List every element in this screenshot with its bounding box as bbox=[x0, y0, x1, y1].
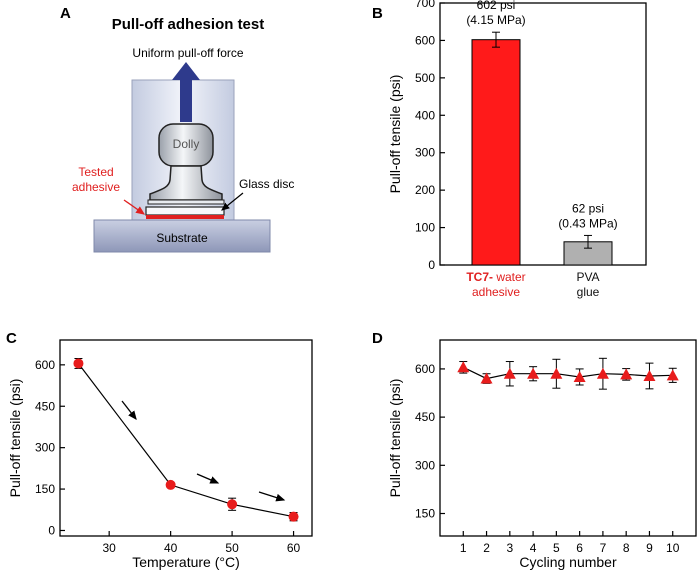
panel-letter-d: D bbox=[372, 330, 383, 347]
series-line bbox=[463, 366, 673, 380]
glass-disc bbox=[145, 206, 225, 216]
x-tick-label: 50 bbox=[225, 541, 239, 555]
x-axis-title: Temperature (°C) bbox=[132, 554, 240, 570]
glass-disc-pointer bbox=[221, 192, 244, 211]
y-tick-label: 600 bbox=[415, 362, 435, 376]
plot-frame bbox=[59, 339, 313, 537]
substrate-label: Substrate bbox=[156, 231, 208, 245]
x-axis-title: Cycling number bbox=[519, 554, 617, 570]
y-tick-label: 150 bbox=[35, 482, 55, 496]
y-axis-title: Pull-off tensile (psi) bbox=[387, 379, 403, 498]
data-point bbox=[457, 361, 470, 373]
substrate-block bbox=[93, 219, 271, 253]
glass-disc-label: Glass disc bbox=[239, 177, 294, 191]
category-label: adhesive bbox=[472, 285, 520, 299]
adhesive-label-line2: adhesive bbox=[72, 180, 120, 194]
y-tick-label: 0 bbox=[48, 523, 55, 537]
y-tick-label: 600 bbox=[35, 358, 55, 372]
data-point bbox=[573, 370, 586, 382]
chart-b: 0 100 200 300 400 500 600 700 Pull-off tensile (… bbox=[387, 0, 647, 299]
data-point bbox=[596, 367, 609, 379]
y-axis-title: Pull-off tensile (psi) bbox=[387, 75, 403, 194]
data-label: 62 psi bbox=[572, 201, 604, 215]
trend-arrow-icon bbox=[258, 491, 286, 502]
y-tick-label: 700 bbox=[415, 0, 435, 10]
y-tick-label: 200 bbox=[415, 183, 435, 197]
trend-arrow-icon bbox=[196, 473, 220, 484]
plot-frame bbox=[439, 339, 697, 537]
plot-frame bbox=[439, 2, 647, 266]
data-point bbox=[73, 358, 84, 369]
force-label: Uniform pull-off force bbox=[132, 46, 243, 60]
adhesive-pointer bbox=[123, 199, 146, 215]
y-tick-label: 300 bbox=[415, 458, 435, 472]
category-label-part: water bbox=[495, 270, 525, 284]
x-tick-label: 60 bbox=[287, 541, 301, 555]
data-label: (0.43 MPa) bbox=[558, 216, 617, 230]
data-point bbox=[227, 499, 238, 510]
panel-letter-b: B bbox=[372, 5, 383, 22]
x-tick-label: 5 bbox=[553, 541, 560, 555]
data-point bbox=[666, 369, 679, 381]
data-point bbox=[480, 372, 493, 384]
category-label: glue bbox=[577, 285, 600, 299]
y-tick-label: 600 bbox=[415, 33, 435, 47]
x-tick-label: 40 bbox=[164, 541, 178, 555]
x-tick-label: 6 bbox=[576, 541, 583, 555]
pull-off-test-diagram: Pull-off adhesion test Uniform pull-off … bbox=[72, 16, 294, 253]
x-tick-label: 9 bbox=[646, 541, 653, 555]
category-label: PVA bbox=[576, 270, 599, 284]
data-point bbox=[527, 367, 540, 379]
trend-arrow-icon bbox=[121, 400, 137, 421]
x-tick-label: 30 bbox=[102, 541, 116, 555]
y-tick-label: 400 bbox=[415, 108, 435, 122]
x-tick-label: 1 bbox=[460, 541, 467, 555]
panel-letter-c: C bbox=[6, 330, 17, 347]
y-tick-label: 150 bbox=[415, 507, 435, 521]
y-tick-label: 0 bbox=[428, 258, 435, 272]
adhesive-label-line1: Tested bbox=[78, 165, 113, 179]
panel-letter-a: A bbox=[60, 5, 71, 22]
data-label: (4.15 MPa) bbox=[466, 13, 525, 27]
y-axis-title: Pull-off tensile (psi) bbox=[7, 379, 23, 498]
x-tick-label: 10 bbox=[666, 541, 680, 555]
data-point bbox=[288, 511, 299, 522]
data-label: 602 psi bbox=[477, 0, 516, 12]
dolly-icon bbox=[147, 123, 225, 205]
y-tick-label: 500 bbox=[415, 71, 435, 85]
data-point bbox=[165, 479, 176, 490]
chart-c: 0 150 300 450 600 Pull-off tensile (psi) 30 40 5… bbox=[7, 339, 313, 570]
y-tick-label: 450 bbox=[415, 410, 435, 424]
series-line bbox=[77, 363, 294, 518]
y-tick-label: 450 bbox=[35, 399, 55, 413]
data-point bbox=[550, 367, 563, 379]
pull-force-arrow-icon bbox=[172, 62, 200, 122]
y-tick-label: 300 bbox=[415, 146, 435, 160]
diagram-title: Pull-off adhesion test bbox=[112, 16, 265, 33]
category-label-part: TC7- bbox=[466, 270, 496, 284]
dolly-label: Dolly bbox=[173, 137, 200, 151]
adhesive-layer bbox=[146, 215, 224, 219]
chart-d: 150 300 450 600 Pull-off tensile (psi) 1 2 3 4 5 6… bbox=[387, 339, 697, 570]
data-point bbox=[620, 368, 633, 380]
y-tick-label: 100 bbox=[415, 221, 435, 235]
data-point bbox=[643, 369, 656, 381]
bar bbox=[471, 39, 521, 266]
y-tick-label: 300 bbox=[35, 441, 55, 455]
category-label: TC7- water bbox=[466, 270, 525, 284]
x-tick-label: 8 bbox=[623, 541, 630, 555]
x-tick-label: 7 bbox=[600, 541, 607, 555]
x-tick-label: 3 bbox=[506, 541, 513, 555]
x-tick-label: 2 bbox=[483, 541, 490, 555]
x-tick-label: 4 bbox=[530, 541, 537, 555]
data-point bbox=[503, 367, 516, 379]
